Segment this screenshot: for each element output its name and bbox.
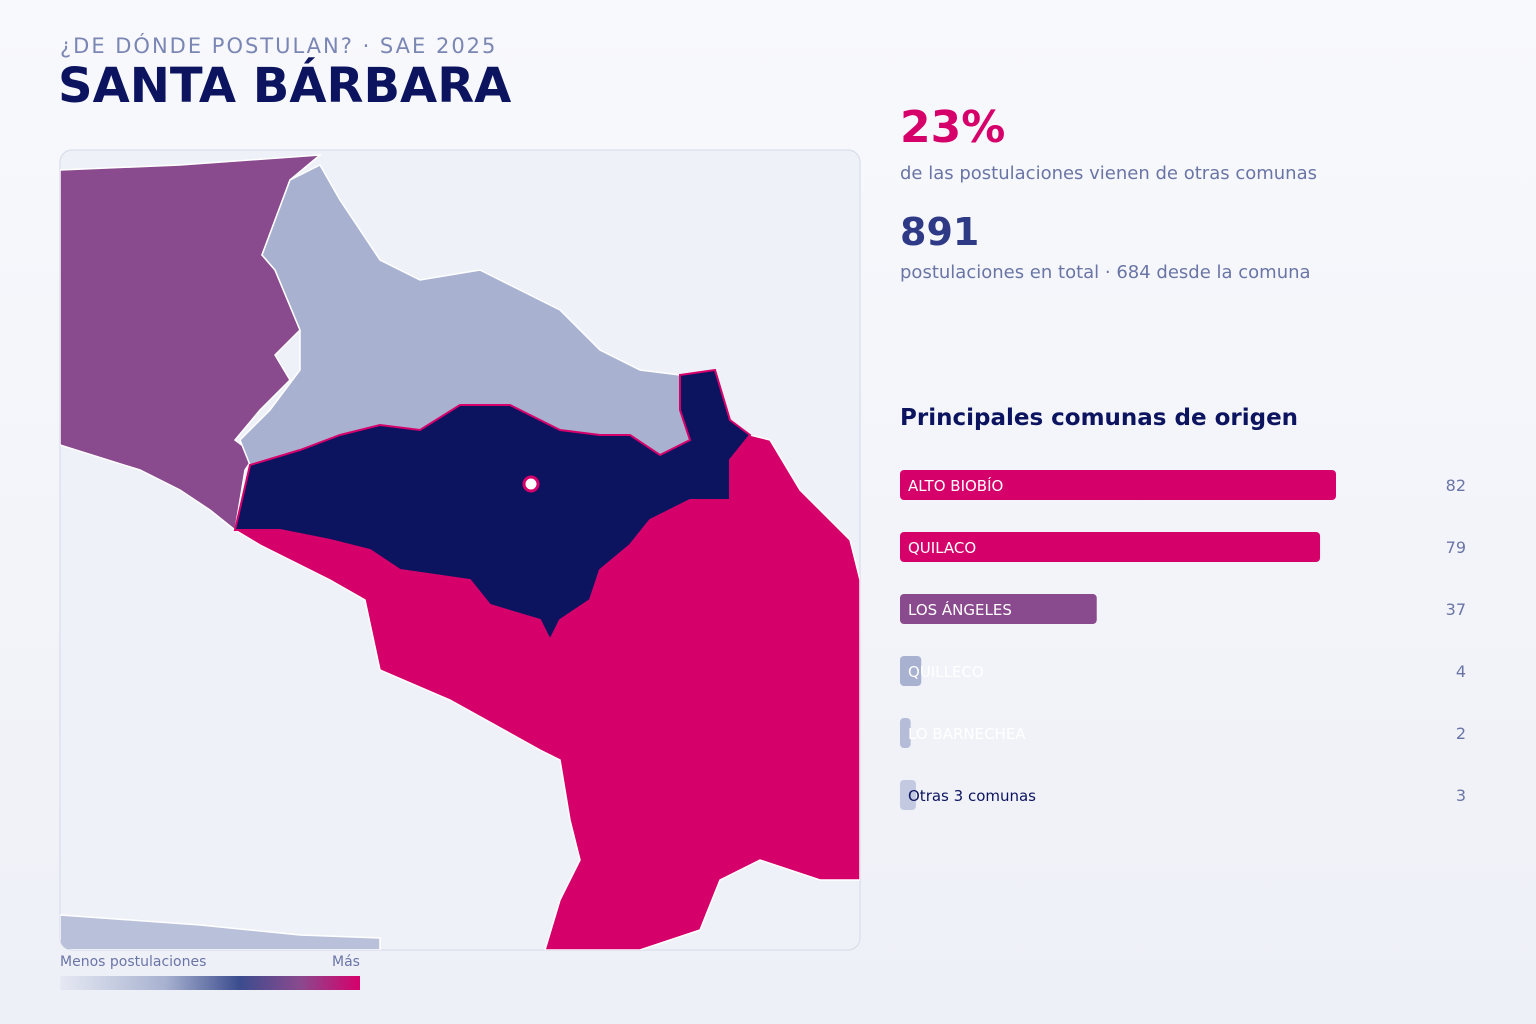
page-title: SANTA BÁRBARA — [58, 58, 512, 114]
value-label: 4 — [1456, 662, 1466, 681]
bar-label: QUILACO — [908, 539, 976, 557]
bar — [900, 656, 922, 686]
map — [59, 149, 861, 990]
region — [60, 914, 381, 950]
value-label: 2 — [1456, 724, 1466, 743]
bar — [900, 718, 911, 748]
bar-label: LOS ÁNGELES — [908, 600, 1012, 619]
bar — [900, 532, 1321, 562]
value-label: 3 — [1456, 786, 1466, 805]
location-marker — [522, 475, 540, 493]
bar-label: LO BARNECHEA — [908, 725, 1026, 743]
chart-title: Principales comunas de origen — [900, 405, 1299, 431]
legend-gradient — [60, 976, 360, 990]
region-selected — [233, 368, 752, 643]
bar — [900, 594, 1097, 624]
stat-text: de las postulaciones vienen de otras com… — [900, 163, 1317, 184]
bar-label: QUILLECO — [908, 663, 984, 681]
bar — [900, 780, 916, 810]
bar-label: Otras 3 comunas — [908, 787, 1036, 805]
value-label: 79 — [1446, 538, 1466, 557]
bar — [900, 470, 1336, 500]
value-label: 37 — [1446, 600, 1466, 619]
stat-value: 23% — [900, 102, 1006, 153]
stat-text: postulaciones en total · 684 desde la co… — [900, 262, 1311, 283]
bar-label: ALTO BIOBÍO — [908, 476, 1003, 495]
regions — [60, 154, 860, 950]
stat-value: 891 — [900, 210, 980, 254]
legend-label: Más — [332, 954, 360, 970]
value-label: 82 — [1446, 476, 1466, 495]
kicker: ¿DE DÓNDE POSTULAN? · SAE 2025 — [60, 34, 498, 58]
legend-label: Menos postulaciones — [60, 954, 207, 970]
bar-chart: ALTO BIOBÍO 82 QUILACO 79 LOS ÁNGELES 37 QUILL… — [900, 470, 1466, 810]
